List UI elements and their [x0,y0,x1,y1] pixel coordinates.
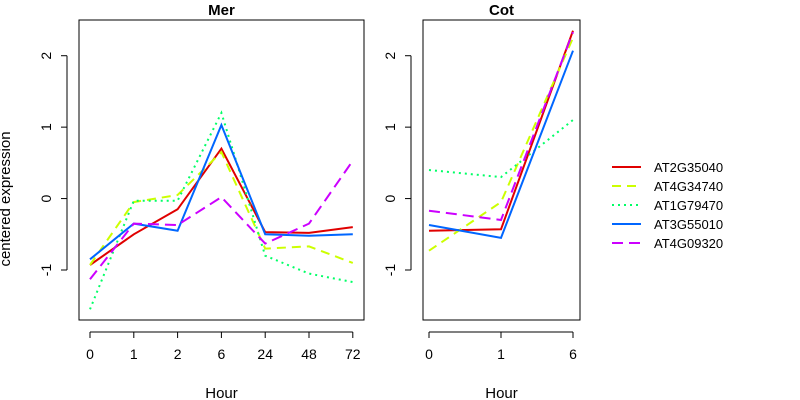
x-axis-title: Hour [205,385,238,400]
series-line-at1g79470 [89,110,353,310]
x-tick-label: 1 [497,346,505,362]
plot-frame [422,19,581,321]
panel-cot: Cot 0 1 6 Hour -1 0 1 2 [382,2,581,400]
series-line-at3g55010 [89,122,353,261]
y-tick-label: -1 [38,264,54,277]
panel-mer: Mer 0 1 2 6 24 48 72 Hour -1 0 1 2 [38,2,365,400]
legend: AT2G35040 AT4G34740 AT1G79470 AT3G55010 AT4G… [612,160,723,251]
legend-label: AT2G35040 [654,160,723,175]
x-tick-label: 2 [174,346,182,362]
y-tick-label: 2 [382,52,398,60]
legend-label: AT4G09320 [654,236,723,251]
x-tick-label: 48 [301,346,317,362]
y-tick-label: 0 [38,194,54,202]
y-tick-label: 1 [382,123,398,131]
y-tick-label: 2 [38,52,54,60]
y-tick-label: 1 [38,123,54,131]
panel-title: Cot [489,2,514,19]
series-line-at3g55010 [428,50,574,240]
series-line-at2g35040 [428,30,574,232]
x-tick-label: 6 [569,346,577,362]
y-axis-title: centered expression [0,131,14,266]
series-line-at2g35040 [89,146,353,266]
series-line-at1g79470 [428,119,574,179]
series-line-at4g09320 [428,31,574,222]
legend-item: AT2G35040 [612,160,723,175]
x-tick-label: 0 [425,346,433,362]
series-line-at4g34740 [89,150,354,266]
x-tick-label: 24 [257,346,273,362]
x-tick-label: 72 [345,346,361,362]
legend-item: AT4G09320 [612,236,723,251]
y-tick-label: -1 [382,264,398,277]
legend-label: AT1G79470 [654,198,723,213]
series-line-at4g09320 [89,160,354,280]
x-tick-label: 0 [86,346,94,362]
legend-item: AT3G55010 [612,217,723,232]
legend-item: AT4G34740 [612,179,723,194]
x-tick-label: 1 [130,346,138,362]
x-axis-title: Hour [485,385,518,400]
y-tick-label: 0 [382,194,398,202]
x-tick-label: 6 [218,346,226,362]
panel-title: Mer [208,2,235,19]
legend-label: AT3G55010 [654,217,723,232]
legend-label: AT4G34740 [654,179,723,194]
legend-item: AT1G79470 [612,198,723,213]
plot-frame [78,19,365,321]
